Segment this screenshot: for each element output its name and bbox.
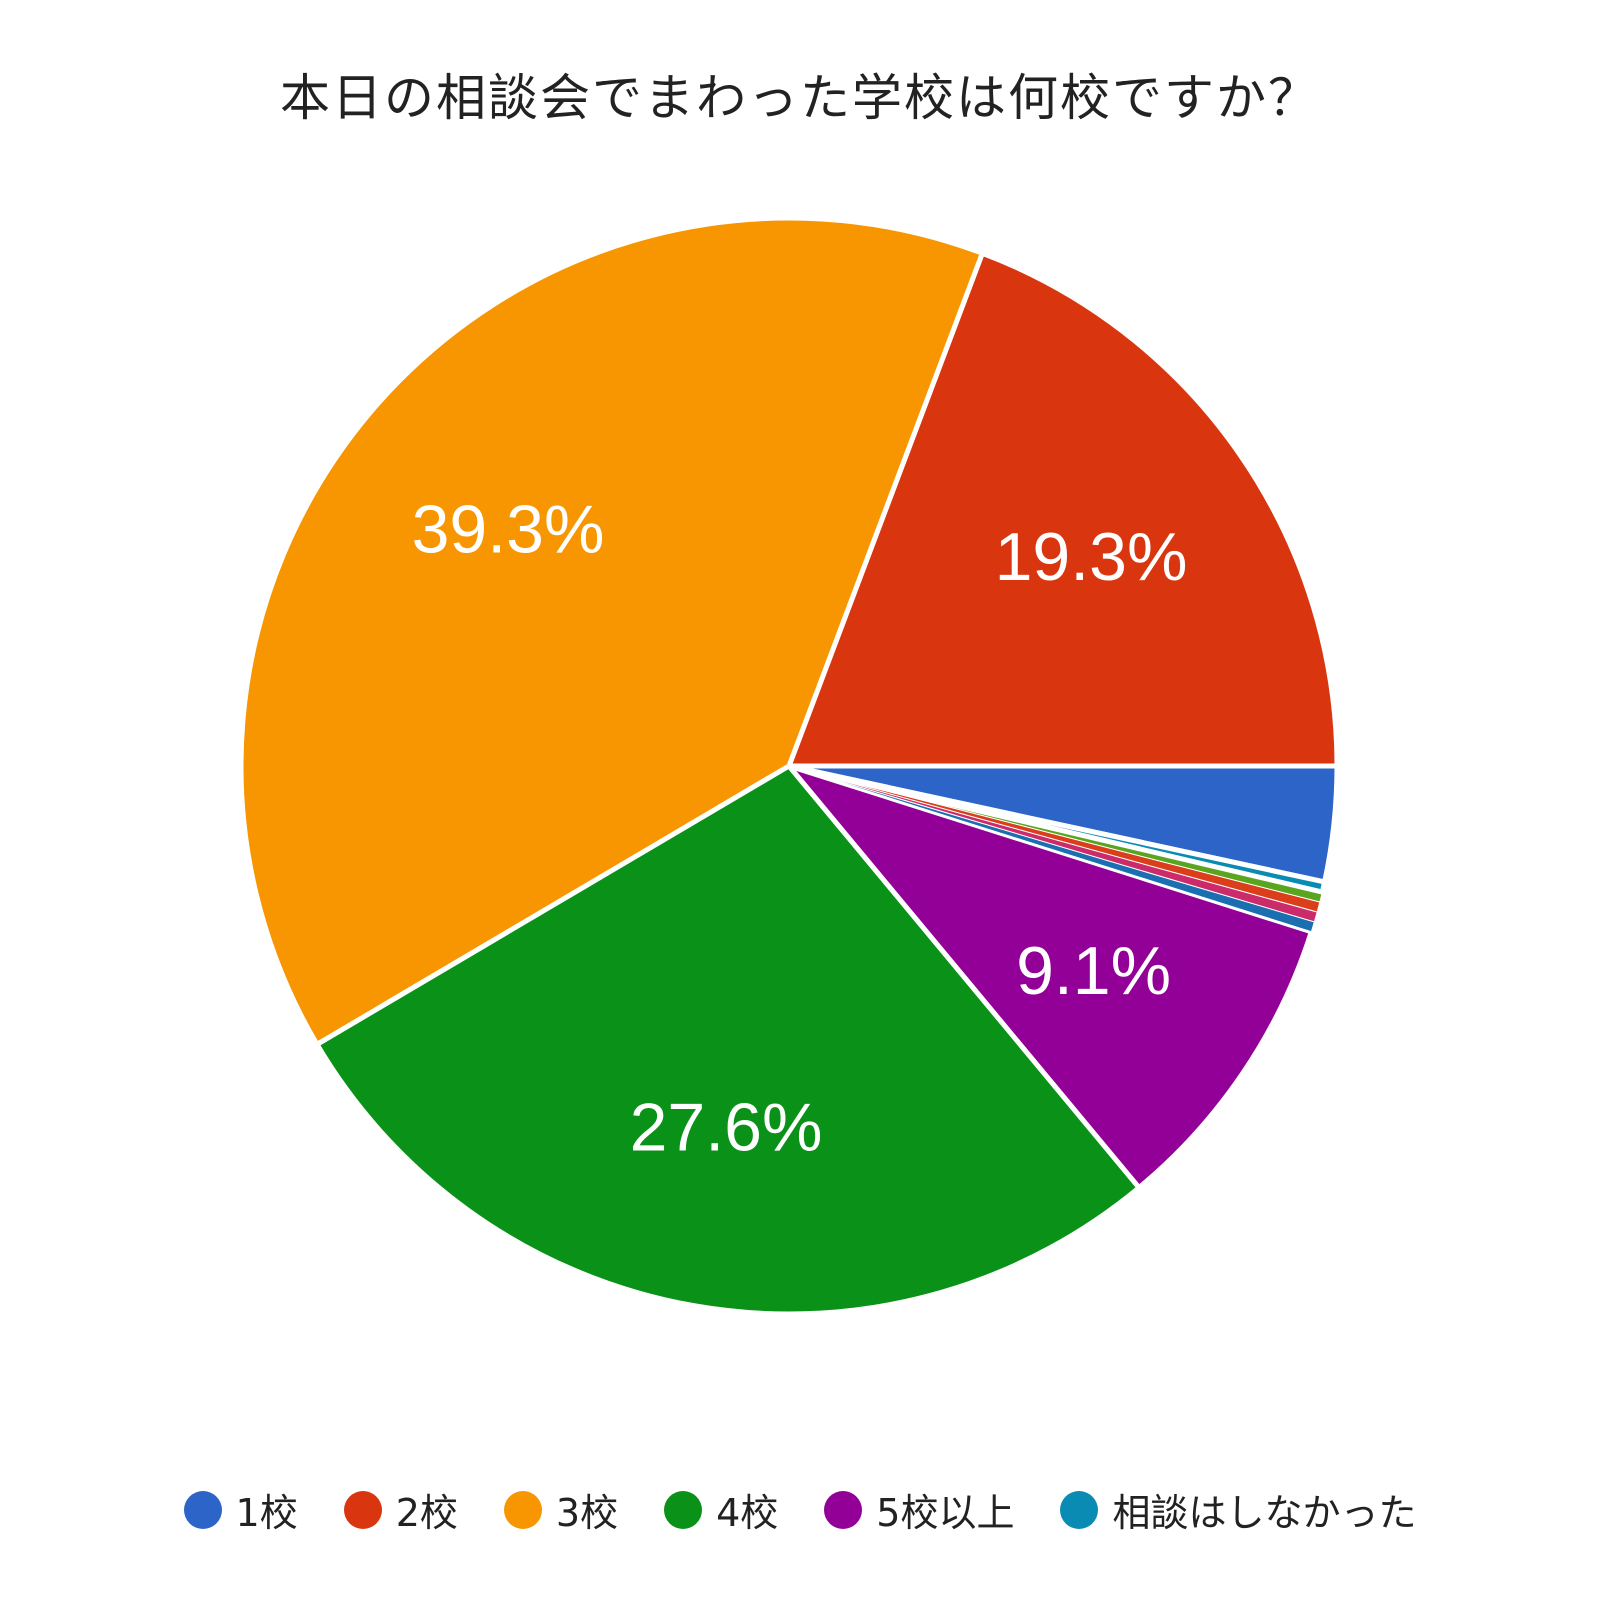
legend-swatch [503,1490,542,1529]
legend-item-5: 5校以上 [824,1482,1014,1537]
chart-title: 本日の相談会でまわった学校は何校ですか？ [280,69,1320,127]
slice-label-5: 9.1% [1016,933,1171,1009]
legend-swatch [824,1490,863,1529]
slice-label-4: 27.6% [630,1090,823,1166]
legend-label: 2校 [395,1491,458,1535]
legend-label: 3校 [555,1491,619,1535]
pie-slice-3 [238,215,985,1047]
legend-swatch [1060,1490,1099,1529]
legend-swatch [183,1490,222,1529]
pie-slice-4 [314,763,1142,1317]
chart-legend: 1校 2校 3校 4校 5校以上 相談はしなかった [0,1482,1600,1537]
slice-label-2: 19.3% [995,519,1188,595]
legend-swatch [343,1490,382,1529]
pie-slice-6 [786,763,1328,895]
legend-item-6: 相談はしなかった [1060,1482,1416,1537]
pie-slice-2 [786,250,1340,769]
legend-item-1: 1校 [183,1482,298,1537]
legend-label: 5校以上 [876,1491,1015,1535]
legend-swatch [664,1490,703,1529]
legend-item-4: 4校 [664,1482,778,1537]
legend-item-2: 2校 [343,1482,458,1537]
legend-label: 相談はしなかった [1112,1491,1417,1535]
pie-slice-5 [786,763,1314,1191]
legend-label: 4校 [716,1491,779,1535]
legend-label: 1校 [235,1491,298,1535]
slice-label-3: 39.3% [412,492,605,568]
legend-item-3: 3校 [503,1482,619,1537]
